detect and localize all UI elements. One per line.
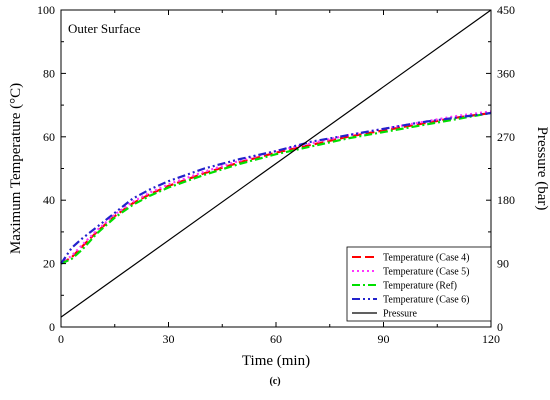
- series-line-2: [60, 111, 492, 265]
- y-right-tick-label: 180: [497, 193, 515, 207]
- y-tick-label: 60: [43, 130, 55, 144]
- y-right-tick-label: 90: [497, 257, 509, 271]
- y-axis-right-title: Pressure (bar): [534, 127, 550, 211]
- legend-label: Temperature (Ref): [383, 281, 457, 292]
- y-axis-title: Maximum Temperature (°C): [8, 83, 24, 254]
- legend-label: Temperature (Case 6): [383, 295, 469, 306]
- x-axis-title: Time (min): [242, 353, 310, 369]
- series-line-3: [60, 111, 492, 265]
- y-tick-label: 40: [43, 193, 55, 207]
- y-tick-label: 0: [49, 320, 55, 334]
- y-right-tick-label: 270: [497, 130, 515, 144]
- legend-label: Temperature (Case 5): [383, 267, 469, 278]
- series-line-0: [60, 111, 492, 265]
- y-right-tick-label: 450: [497, 3, 515, 17]
- x-tick-label: 60: [270, 332, 282, 346]
- x-tick-label: 30: [163, 332, 175, 346]
- y-tick-label: 80: [43, 66, 55, 80]
- figure-caption: (c): [269, 376, 280, 387]
- x-tick-label: 120: [482, 332, 500, 346]
- x-tick-label: 0: [58, 332, 64, 346]
- series-line-4: [60, 9, 492, 318]
- x-tick-label: 90: [378, 332, 390, 346]
- y-tick-label: 20: [43, 257, 55, 271]
- legend-label: Temperature (Case 4): [383, 253, 469, 264]
- y-right-tick-label: 0: [497, 320, 503, 334]
- legend-label: Pressure: [383, 309, 417, 320]
- y-right-tick-label: 360: [497, 66, 515, 80]
- y-tick-label: 100: [37, 3, 55, 17]
- annotation-outer-surface: Outer Surface: [68, 21, 141, 36]
- legend: Temperature (Case 4) Temperature (Case 5)…: [346, 246, 492, 322]
- series-line-1: [60, 110, 492, 265]
